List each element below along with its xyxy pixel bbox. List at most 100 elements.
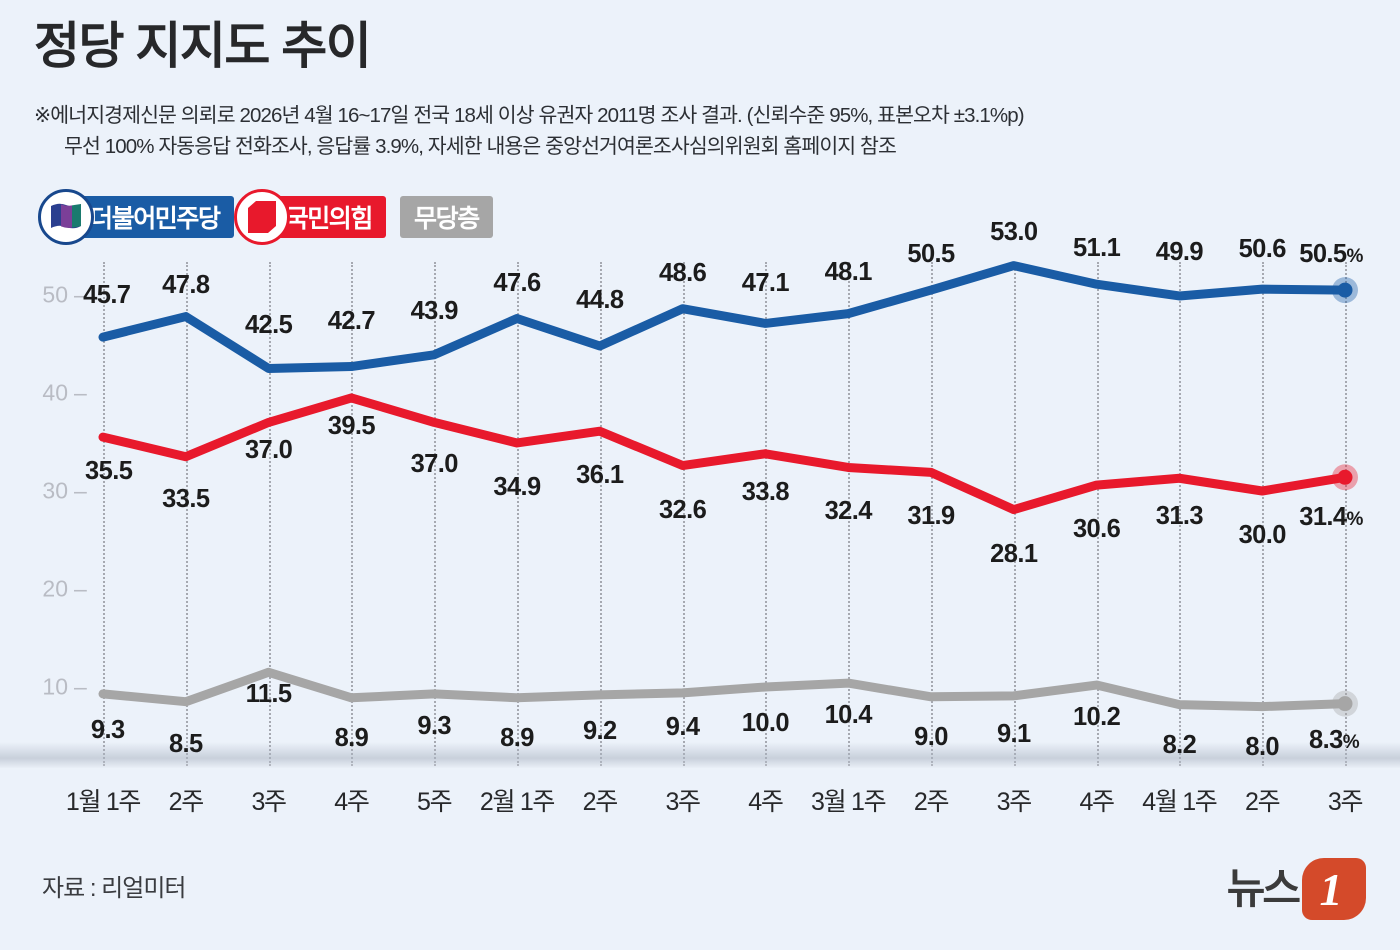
grid-line-vertical	[268, 262, 271, 766]
data-label: 9.0	[914, 722, 948, 751]
y-axis-tick-label: 20	[42, 575, 68, 602]
y-axis-tick-mark: –	[74, 673, 87, 700]
y-axis-tick-mark: –	[74, 379, 87, 406]
legend-item-undecided[interactable]: 무당층	[386, 196, 493, 238]
data-label: 9.3	[417, 711, 452, 740]
data-label: 30.0	[1238, 521, 1287, 549]
grid-line-vertical	[599, 262, 602, 766]
y-axis-tick-mark: –	[74, 575, 87, 602]
x-axis-tick-label: 2주	[913, 788, 950, 816]
ppp-hexagon-icon	[233, 189, 290, 245]
x-axis-tick-label: 4주	[748, 788, 784, 816]
data-label: 53.0	[990, 217, 1038, 246]
data-label: 9.1	[996, 719, 1031, 748]
x-axis-tick-label: 3주	[996, 788, 1033, 816]
grid-line-vertical	[103, 262, 105, 766]
data-label: 47.1	[741, 269, 790, 298]
y-axis-tick-label: 40	[42, 379, 68, 406]
x-axis: 1월 1주 2주 3주 4주 5주 2월 1주 2주 3주 4주 3월 1주 2주 3주 4주 4월 1주…	[0, 782, 1400, 830]
data-label: 32.4	[824, 497, 873, 526]
data-label: 9.4	[665, 712, 700, 741]
chart-plot-area: 10–20–30–40–50–45.7 47.8 42.5 42.7 43.9 47.6 4…	[0, 218, 1400, 770]
x-axis-tick-label: 3주	[251, 788, 287, 816]
endpoint-dot-0	[1337, 282, 1353, 298]
y-axis-tick-label: 50	[42, 281, 68, 308]
data-label: 47.6	[493, 268, 541, 297]
data-label: 50.6	[1238, 235, 1287, 264]
dpk-flag-icon	[38, 189, 94, 245]
grid-line-vertical	[185, 262, 188, 766]
grid-line-vertical	[1179, 262, 1182, 766]
data-label: 8.0	[1245, 732, 1280, 761]
x-axis-tick-label: 3월 1주	[811, 788, 887, 816]
grid-line-vertical	[848, 262, 851, 766]
x-axis-tick-label: 2월 1주	[479, 788, 556, 816]
x-axis-tick-label: 3주	[1327, 788, 1364, 816]
series-line-0	[98, 261, 1350, 373]
data-label: 8.5	[168, 729, 203, 758]
news1-logo-text: 뉴스	[1226, 865, 1301, 912]
data-label: 34.9	[493, 472, 541, 501]
data-label: 10.4	[824, 701, 873, 730]
data-label: 9.3	[90, 715, 125, 744]
data-label: 32.6	[658, 495, 707, 524]
data-label: 42.5	[244, 310, 293, 339]
data-label: 43.9	[410, 296, 459, 325]
data-label: 31.3	[1155, 502, 1204, 531]
survey-note-line-1: ※에너지경제신문 의뢰로 2026년 4월 16~17일 전국 18세 이상 유…	[34, 104, 1025, 127]
endpoint-dot-2	[1337, 696, 1353, 712]
data-label: 11.5	[245, 680, 292, 709]
data-label: 37.0	[410, 450, 459, 479]
grid-line-vertical	[1345, 262, 1347, 766]
x-axis-tick-label: 2주	[582, 788, 619, 816]
data-label: 49.9	[1155, 237, 1204, 266]
grid-line-vertical	[765, 262, 768, 766]
data-label: 33.5	[162, 484, 210, 513]
data-label: 8.2	[1162, 730, 1197, 759]
data-label: 9.2	[582, 716, 617, 745]
x-axis-tick-label: 3주	[665, 788, 701, 816]
news1-logo-one: 1	[1302, 858, 1366, 920]
news1-logo: 뉴스 1	[1227, 858, 1366, 920]
data-label: 51.1	[1072, 234, 1121, 263]
series-lines	[98, 261, 1358, 717]
grid-line-vertical	[1262, 262, 1265, 766]
data-label: 37.0	[244, 436, 293, 465]
x-axis-tick-label: 5주	[417, 788, 453, 816]
data-label: 42.7	[327, 306, 376, 335]
x-axis-tick-label: 4월 1주	[1142, 788, 1218, 816]
data-label: 50.5%	[1299, 240, 1363, 269]
plot-baseline-band	[0, 742, 1400, 768]
series-line-1	[98, 393, 1350, 515]
survey-note: ※에너지경제신문 의뢰로 2026년 4월 16~17일 전국 18세 이상 유…	[34, 100, 1025, 162]
legend-item-ppp[interactable]: 국민의힘	[233, 189, 387, 245]
data-label: 48.1	[824, 257, 873, 286]
data-label: 33.8	[741, 477, 790, 506]
source-note: 자료 : 리얼미터	[42, 875, 186, 902]
data-label: 45.7	[83, 281, 131, 310]
legend: 더불어민주당 국민의힘 무당층	[38, 188, 493, 246]
data-label: 44.8	[576, 285, 624, 314]
data-label: 30.6	[1072, 515, 1121, 544]
x-axis-tick-label: 1월 1주	[65, 788, 142, 816]
survey-note-line-2: 무선 100% 자동응답 전화조사, 응답률 3.9%, 자세한 내용은 중앙선…	[64, 135, 897, 159]
data-label: 10.2	[1072, 703, 1121, 732]
data-label: 50.5	[907, 240, 955, 269]
y-axis-tick-label: 30	[42, 477, 68, 504]
y-axis-tick-mark: –	[74, 477, 87, 504]
legend-label-undecided: 무당층	[400, 196, 493, 238]
legend-item-dpk[interactable]: 더불어민주당	[38, 189, 234, 245]
y-axis-tick-mark: –	[74, 281, 87, 308]
data-label: 31.4%	[1299, 503, 1363, 532]
data-label: 28.1	[990, 539, 1038, 568]
grid-line-vertical	[517, 262, 519, 766]
grid-line-vertical	[682, 262, 685, 766]
page-title: 정당 지지도 추이	[34, 18, 372, 74]
data-label: 8.9	[500, 723, 534, 752]
grid-line-vertical	[434, 262, 437, 766]
data-label: 36.1	[576, 461, 624, 490]
x-axis-tick-label: 2주	[1245, 788, 1281, 816]
data-label: 8.9	[334, 723, 369, 752]
data-label: 10.0	[741, 709, 790, 737]
